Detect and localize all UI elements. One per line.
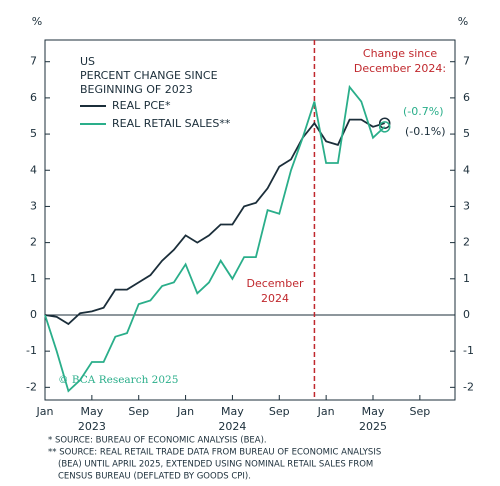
y-tick-label: 5	[30, 127, 37, 140]
x-tick-label: Jan	[176, 405, 194, 418]
footnote: * SOURCE: BUREAU OF ECONOMIC ANALYSIS (B…	[48, 436, 267, 446]
y-tick-label: 4	[30, 163, 37, 176]
x-tick-label: May	[80, 405, 103, 418]
y-tick-label: -2	[26, 380, 37, 393]
y-tick-label: 3	[30, 199, 37, 212]
y-tick-label: -1	[463, 344, 474, 357]
x-tick-label: Sep	[269, 405, 290, 418]
footnote: ** SOURCE: REAL RETAIL TRADE DATA FROM B…	[48, 448, 381, 458]
annotation: (-0.1%)	[405, 125, 446, 138]
y-tick-label: 1	[463, 272, 470, 285]
chart-title: US	[80, 55, 95, 68]
y-tick-label: 7	[463, 55, 470, 68]
y-tick-label: 0	[30, 308, 37, 321]
end-marker	[378, 121, 391, 133]
x-year-label: 2023	[78, 420, 106, 433]
legend-label: REAL RETAIL SALES**	[112, 117, 231, 130]
series-line	[44, 84, 386, 393]
x-tick-label: Sep	[128, 405, 149, 418]
y-tick-label: -1	[26, 344, 37, 357]
y-tick-label: 1	[30, 272, 37, 285]
plot-frame	[44, 39, 456, 401]
y-unit: %	[458, 15, 468, 28]
end-marker	[378, 117, 391, 129]
annotation: December	[246, 277, 304, 290]
y-tick-label: 6	[30, 91, 37, 104]
y-tick-label: 2	[463, 236, 470, 249]
y-unit: %	[32, 15, 42, 28]
chart-title: BEGINNING OF 2023	[80, 83, 193, 96]
y-tick-label: 0	[463, 308, 470, 321]
annotation: Change since	[363, 47, 437, 60]
x-year-label: 2024	[218, 420, 246, 433]
annotation: 2024	[261, 292, 289, 305]
y-tick-label: 3	[463, 199, 470, 212]
y-tick-label: 5	[463, 127, 470, 140]
footnote: CENSUS BUREAU (DEFLATED BY GOODS CPI).	[58, 472, 251, 482]
x-tick-label: Jan	[36, 405, 54, 418]
x-year-label: 2025	[359, 420, 387, 433]
legend-label: REAL PCE*	[112, 99, 171, 112]
chart-title: PERCENT CHANGE SINCE	[80, 69, 218, 82]
y-tick-label: 7	[30, 55, 37, 68]
x-tick-label: Sep	[409, 405, 430, 418]
x-tick-label: May	[221, 405, 244, 418]
x-tick-label: Jan	[317, 405, 335, 418]
y-tick-label: -2	[463, 380, 474, 393]
x-tick-label: May	[362, 405, 385, 418]
watermark: © BCA Research 2025	[58, 374, 178, 386]
y-tick-label: 6	[463, 91, 470, 104]
annotation: (-0.7%)	[403, 105, 444, 118]
series-line	[44, 118, 385, 326]
y-tick-label: 2	[30, 236, 37, 249]
annotation: December 2024:	[354, 62, 446, 75]
y-tick-label: 4	[463, 163, 470, 176]
footnote: (BEA) UNTIL APRIL 2025, EXTENDED USING N…	[58, 460, 373, 470]
